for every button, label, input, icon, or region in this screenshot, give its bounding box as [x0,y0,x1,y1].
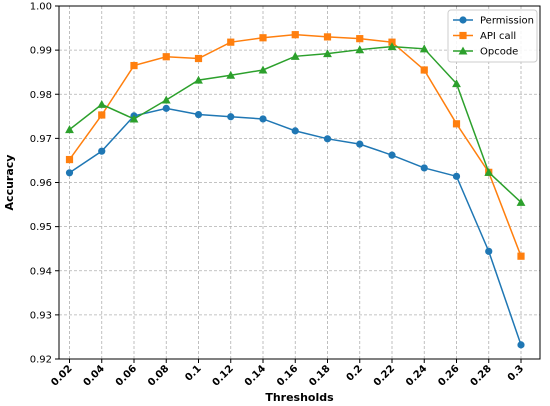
data-point [452,120,461,128]
data-point [194,54,203,63]
grid [59,5,540,360]
x-tick-label: 0.2 [345,363,365,383]
data-point [291,127,299,135]
x-tick-label: 0.28 [469,363,494,388]
y-tick-label: 0.96 [30,178,52,189]
y-tick-label: 0.97 [30,134,52,145]
data-point [162,53,170,61]
data-point [130,61,138,70]
x-tick-label: 0.14 [243,363,268,388]
y-axis-label: Accuracy [3,155,16,211]
data-point [227,38,235,46]
data-point [259,115,267,123]
data-point [97,99,107,108]
data-point [290,51,300,60]
data-point [517,341,525,349]
y-tick-label: 0.95 [30,222,52,233]
x-tick-label: 0.22 [372,363,397,388]
legend-marker-triangle [458,46,468,55]
data-point [420,66,428,74]
data-point [65,155,74,164]
x-tick-label: 0.04 [82,363,107,388]
data-point [452,79,461,88]
data-point [98,111,106,119]
y-tick-label: 0.99 [30,46,52,57]
data-point [356,35,364,43]
data-point [388,38,396,46]
y-tick-label: 1.00 [30,2,52,13]
data-point [65,125,74,134]
x-tick-label: 0.26 [436,363,461,388]
data-point [516,197,526,206]
x-tick-label: 0.02 [49,363,74,388]
legend-marker-square [459,31,467,40]
data-point [323,49,332,58]
series-opcode [65,42,526,206]
data-point [129,114,139,123]
legend-label: API call [480,31,516,42]
data-point [484,167,494,176]
y-tick-label: 0.92 [30,355,52,366]
legend-item-opcode: Opcode [453,47,518,58]
y-tick-label: 0.98 [30,90,52,101]
x-tick-label: 0.18 [307,363,332,388]
x-tick-label: 0.16 [275,363,300,388]
data-point [161,95,171,104]
data-point [355,45,365,54]
x-tick-label: 0.06 [114,363,139,388]
data-point [227,113,235,121]
data-point [258,65,268,74]
data-point [162,104,170,112]
x-axis-label: Thresholds [265,391,334,404]
data-point [323,33,332,41]
data-point [226,70,236,79]
data-point [356,140,364,148]
legend-label: Opcode [480,47,518,58]
data-point [387,42,397,51]
legend-label: Permission [480,16,534,27]
data-point [452,172,461,180]
legend-marker-circle [459,16,467,24]
data-point [517,252,525,260]
x-tick-label: 0.1 [183,363,203,383]
legend-item-api-call: API call [453,31,516,42]
legend-item-permission: Permission [453,16,534,27]
y-tick-label: 0.93 [30,310,52,321]
data-point [259,34,267,42]
data-point [419,44,429,53]
x-tick-label: 0.3 [506,363,526,383]
data-point [98,147,106,155]
x-tick-label: 0.08 [146,363,171,388]
data-point [485,247,493,255]
data-point [388,151,396,159]
data-point [194,110,203,119]
legend-box [447,9,538,63]
legend: Permission API call Opcode [447,9,538,63]
data-point [65,169,74,177]
series-layer [65,31,526,349]
x-tick-label: 0.24 [404,363,429,388]
series-api-call [65,31,525,260]
data-point [323,135,332,143]
data-point [420,164,428,172]
data-point [194,75,203,84]
y-tick-label: 0.94 [30,266,52,277]
data-point [291,31,299,39]
x-tick-label: 0.12 [211,363,236,388]
